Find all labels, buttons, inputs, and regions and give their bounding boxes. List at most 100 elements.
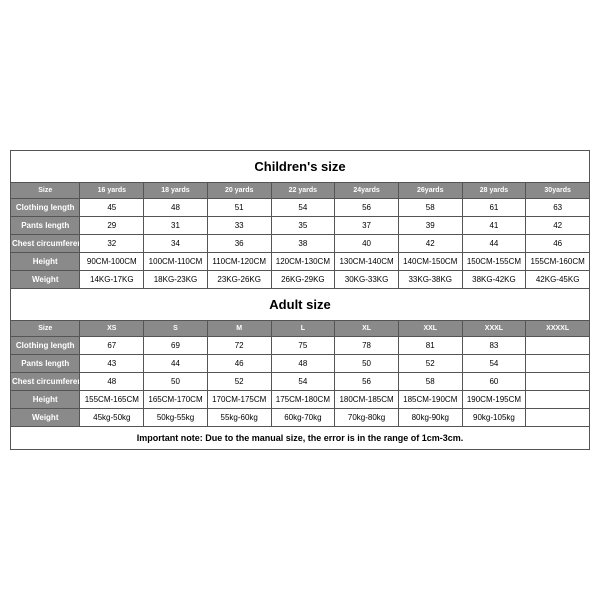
data-cell — [526, 391, 590, 409]
data-cell: 78 — [335, 337, 399, 355]
data-cell: 52 — [398, 355, 462, 373]
data-cell: 120CM-130CM — [271, 253, 335, 271]
data-cell: 44 — [144, 355, 208, 373]
data-cell: 39 — [398, 217, 462, 235]
adult-header-size: Size — [11, 321, 80, 337]
children-title: Children's size — [11, 151, 590, 183]
data-cell: 48 — [144, 199, 208, 217]
data-cell: 37 — [335, 217, 399, 235]
row-label: Pants length — [11, 217, 80, 235]
data-cell: 190CM-195CM — [462, 391, 526, 409]
row-label: Clothing length — [11, 337, 80, 355]
data-cell: 80kg-90kg — [398, 409, 462, 427]
adult-header-xxxxl: XXXXL — [526, 321, 590, 337]
children-header-30: 30yards — [526, 183, 590, 199]
data-cell: 58 — [398, 199, 462, 217]
table-row: Chest circumference 1/2 48 50 52 54 56 5… — [11, 373, 590, 391]
children-header-20: 20 yards — [207, 183, 271, 199]
data-cell: 14KG-17KG — [80, 271, 144, 289]
data-cell: 67 — [80, 337, 144, 355]
data-cell: 36 — [207, 235, 271, 253]
data-cell: 58 — [398, 373, 462, 391]
size-chart-container: Children's size Size 16 yards 18 yards 2… — [0, 0, 600, 600]
important-note: Important note: Due to the manual size, … — [11, 427, 590, 450]
children-header-size: Size — [11, 183, 80, 199]
children-header-26: 26yards — [398, 183, 462, 199]
data-cell: 46 — [526, 235, 590, 253]
row-label: Clothing length — [11, 199, 80, 217]
data-cell: 60 — [462, 373, 526, 391]
data-cell: 81 — [398, 337, 462, 355]
table-row: Clothing length 45 48 51 54 56 58 61 63 — [11, 199, 590, 217]
data-cell: 32 — [80, 235, 144, 253]
data-cell: 23KG-26KG — [207, 271, 271, 289]
data-cell: 170CM-175CM — [207, 391, 271, 409]
adult-title: Adult size — [11, 289, 590, 321]
adult-header-xs: XS — [80, 321, 144, 337]
data-cell: 46 — [207, 355, 271, 373]
data-cell: 41 — [462, 217, 526, 235]
data-cell: 55kg-60kg — [207, 409, 271, 427]
data-cell: 43 — [80, 355, 144, 373]
data-cell: 69 — [144, 337, 208, 355]
row-label: Weight — [11, 409, 80, 427]
table-row: Height 155CM-165CM 165CM-170CM 170CM-175… — [11, 391, 590, 409]
data-cell: 54 — [462, 355, 526, 373]
adult-header-m: M — [207, 321, 271, 337]
data-cell: 150CM-155CM — [462, 253, 526, 271]
row-label: Chest circumference 1/2 — [11, 235, 80, 253]
data-cell: 51 — [207, 199, 271, 217]
table-row: Height 90CM-100CM 100CM-110CM 110CM-120C… — [11, 253, 590, 271]
data-cell — [526, 373, 590, 391]
data-cell: 38KG-42KG — [462, 271, 526, 289]
adult-header-row: Size XS S M L XL XXL XXXL XXXXL — [11, 321, 590, 337]
data-cell: 42 — [398, 235, 462, 253]
table-row: Weight 45kg-50kg 50kg-55kg 55kg-60kg 60k… — [11, 409, 590, 427]
data-cell: 35 — [271, 217, 335, 235]
data-cell: 26KG-29KG — [271, 271, 335, 289]
children-header-28: 28 yards — [462, 183, 526, 199]
data-cell: 33KG-38KG — [398, 271, 462, 289]
adult-header-xl: XL — [335, 321, 399, 337]
data-cell: 75 — [271, 337, 335, 355]
data-cell: 18KG-23KG — [144, 271, 208, 289]
row-label: Pants length — [11, 355, 80, 373]
data-cell: 155CM-160CM — [526, 253, 590, 271]
data-cell: 45kg-50kg — [80, 409, 144, 427]
data-cell: 34 — [144, 235, 208, 253]
data-cell: 90kg-105kg — [462, 409, 526, 427]
data-cell: 140CM-150CM — [398, 253, 462, 271]
data-cell: 54 — [271, 199, 335, 217]
table-row: Pants length 43 44 46 48 50 52 54 — [11, 355, 590, 373]
children-header-18: 18 yards — [144, 183, 208, 199]
data-cell: 50kg-55kg — [144, 409, 208, 427]
children-header-24: 24yards — [335, 183, 399, 199]
data-cell — [526, 355, 590, 373]
row-label: Height — [11, 391, 80, 409]
data-cell: 48 — [271, 355, 335, 373]
data-cell: 54 — [271, 373, 335, 391]
children-title-row: Children's size — [11, 151, 590, 183]
data-cell — [526, 337, 590, 355]
children-header-16: 16 yards — [80, 183, 144, 199]
children-header-22: 22 yards — [271, 183, 335, 199]
adult-header-xxxl: XXXL — [462, 321, 526, 337]
data-cell: 31 — [144, 217, 208, 235]
data-cell: 110CM-120CM — [207, 253, 271, 271]
data-cell: 29 — [80, 217, 144, 235]
data-cell: 42KG-45KG — [526, 271, 590, 289]
table-row: Pants length 29 31 33 35 37 39 41 42 — [11, 217, 590, 235]
table-row: Clothing length 67 69 72 75 78 81 83 — [11, 337, 590, 355]
size-chart-table: Children's size Size 16 yards 18 yards 2… — [10, 150, 590, 450]
data-cell: 38 — [271, 235, 335, 253]
table-row: Chest circumference 1/2 32 34 36 38 40 4… — [11, 235, 590, 253]
data-cell: 72 — [207, 337, 271, 355]
data-cell: 90CM-100CM — [80, 253, 144, 271]
row-label: Height — [11, 253, 80, 271]
data-cell: 42 — [526, 217, 590, 235]
data-cell: 63 — [526, 199, 590, 217]
adult-header-xxl: XXL — [398, 321, 462, 337]
data-cell: 61 — [462, 199, 526, 217]
data-cell: 185CM-190CM — [398, 391, 462, 409]
data-cell: 45 — [80, 199, 144, 217]
